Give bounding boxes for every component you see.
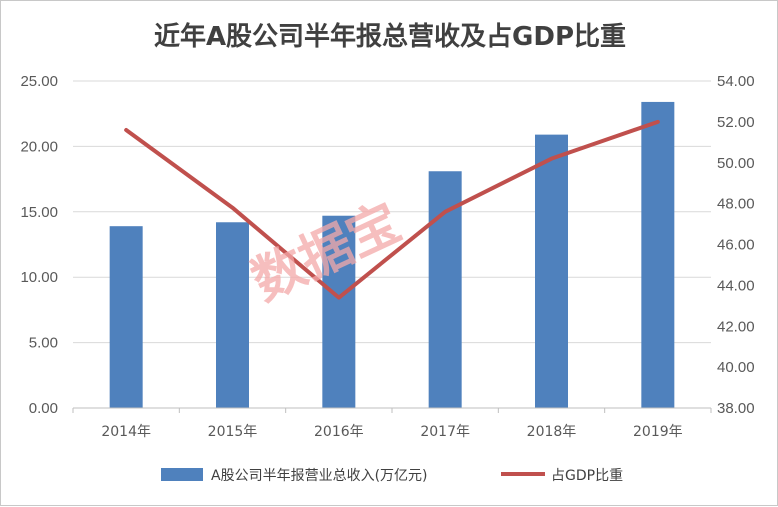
y-left-tick-label: 25.00 <box>20 73 58 90</box>
y-right-tick-label: 38.00 <box>717 400 755 417</box>
x-tick-label: 2016年 <box>314 424 364 440</box>
y-left-tick-label: 20.00 <box>20 138 58 155</box>
y-right-tick-label: 40.00 <box>717 359 755 376</box>
y-right-tick-label: 46.00 <box>717 237 755 254</box>
x-tick-label: 2018年 <box>527 424 577 440</box>
bar <box>110 226 143 408</box>
chart-title: 近年A股公司半年报总营收及占GDP比重 <box>154 21 626 52</box>
y-right-tick-label: 54.00 <box>717 73 755 90</box>
axes <box>73 408 711 413</box>
bar <box>216 222 249 408</box>
y-right-tick-label: 52.00 <box>717 114 755 131</box>
x-tick-label: 2017年 <box>420 424 470 440</box>
legend: A股公司半年报营业总收入(万亿元) 占GDP比重 <box>161 468 623 484</box>
y-left-tick-label: 10.00 <box>20 269 58 286</box>
x-tick-label: 2014年 <box>101 424 151 440</box>
y-right-tick-label: 42.00 <box>717 318 755 335</box>
legend-line-label: 占GDP比重 <box>551 468 623 484</box>
y-right-tick-label: 50.00 <box>717 155 755 172</box>
legend-bar-label: A股公司半年报营业总收入(万亿元) <box>211 468 428 484</box>
bar <box>641 102 674 408</box>
y-right-tick-label: 44.00 <box>717 277 755 294</box>
y-left-tick-label: 0.00 <box>29 400 58 417</box>
x-tick-label: 2015年 <box>208 424 258 440</box>
x-tick-label: 2019年 <box>633 424 683 440</box>
y-right-tick-label: 48.00 <box>717 196 755 213</box>
y-left-tick-label: 5.00 <box>29 335 58 352</box>
bar <box>535 135 568 408</box>
y-left-tick-label: 15.00 <box>20 204 58 221</box>
legend-bar-swatch <box>161 468 203 481</box>
